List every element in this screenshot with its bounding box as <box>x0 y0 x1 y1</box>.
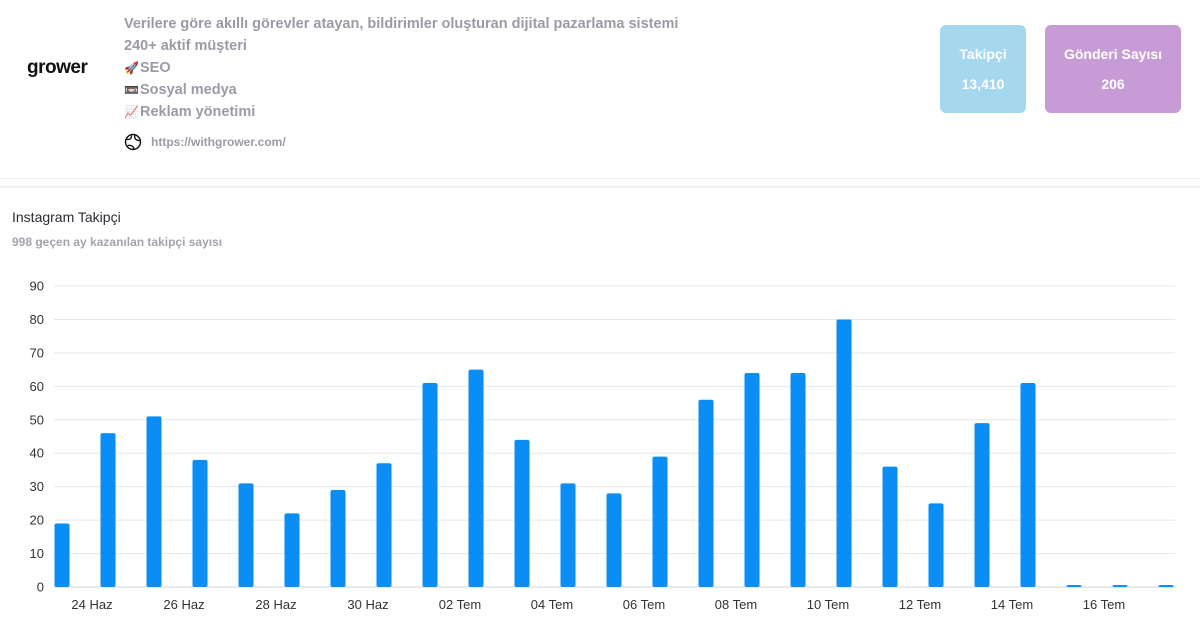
bar-01-tem[interactable] <box>422 382 438 587</box>
bar-04-tem[interactable] <box>560 483 576 587</box>
bar-07-tem[interactable] <box>698 399 714 587</box>
x-tick-label: 24 Haz <box>71 597 112 612</box>
followers-bar-chart: 0 10 20 30 40 50 60 70 80 90 24 Haz 26 Haz 28 Haz 30 … <box>30 279 1175 612</box>
website-row: https://withgrower.com/ <box>124 133 286 151</box>
posts-card: Gönderi Sayısı 206 <box>1045 25 1181 113</box>
service-item-ads: 📈Reklam yönetimi <box>124 101 678 123</box>
bar-26-haz[interactable] <box>192 459 208 587</box>
bar-16-tem[interactable] <box>1112 585 1128 587</box>
x-tick-label: 26 Haz <box>163 597 204 612</box>
bar-13-tem[interactable] <box>974 423 990 587</box>
x-tick-label: 08 Tem <box>715 597 757 612</box>
posts-label: Gönderi Sayısı <box>1063 46 1163 62</box>
posts-value: 206 <box>1101 76 1125 92</box>
company-logo: grower <box>27 57 88 78</box>
y-tick-label: 20 <box>30 513 44 528</box>
x-tick-label: 28 Haz <box>255 597 296 612</box>
followers-value: 13,410 <box>961 76 1005 92</box>
customer-count: 240+ aktif müşteri <box>124 38 247 54</box>
bar-30-haz[interactable] <box>376 463 392 587</box>
x-tick-label: 02 Tem <box>439 597 481 612</box>
bar-09-tem[interactable] <box>790 372 806 587</box>
y-tick-label: 10 <box>30 546 44 561</box>
y-tick-label: 40 <box>30 446 44 461</box>
y-tick-label: 90 <box>30 279 44 294</box>
y-tick-label: 30 <box>30 479 44 494</box>
x-tick-label: 16 Tem <box>1083 597 1125 612</box>
bar-12-tem[interactable] <box>928 503 944 587</box>
service-item-social: 📼Sosyal medya <box>124 79 678 101</box>
y-tick-label: 70 <box>30 345 44 360</box>
website-link[interactable]: https://withgrower.com/ <box>151 135 286 149</box>
followers-label: Takipçi <box>959 46 1007 62</box>
bar-03-tem[interactable] <box>514 439 530 587</box>
bar-15-tem[interactable] <box>1066 585 1082 587</box>
x-tick-label: 12 Tem <box>899 597 941 612</box>
company-description-block: Verilere göre akıllı görevler atayan, bi… <box>124 13 678 123</box>
bar-14-tem[interactable] <box>1020 382 1036 587</box>
x-tick-label: 30 Haz <box>347 597 388 612</box>
bar-06-tem[interactable] <box>652 456 668 587</box>
bar-29-haz[interactable] <box>330 490 346 587</box>
chart-title: Instagram Takipçi <box>12 209 121 225</box>
company-header: grower Verilere göre akıllı görevler ata… <box>0 0 1200 179</box>
y-tick-label: 60 <box>30 379 44 394</box>
company-description: Verilere göre akıllı görevler atayan, bi… <box>124 16 679 32</box>
service-item-seo: 🚀SEO <box>124 57 678 79</box>
section-divider <box>0 186 1200 188</box>
bar-02-tem[interactable] <box>468 369 484 587</box>
y-tick-label: 0 <box>37 580 44 595</box>
rocket-icon: 🚀 <box>124 61 139 75</box>
globe-icon <box>124 133 142 151</box>
y-tick-label: 80 <box>30 312 44 327</box>
videotape-icon: 📼 <box>124 83 139 97</box>
bar-11-tem[interactable] <box>882 466 898 587</box>
chart-increasing-icon: 📈 <box>124 105 139 119</box>
x-tick-label: 04 Tem <box>531 597 573 612</box>
x-tick-label: 06 Tem <box>623 597 665 612</box>
bar-23-haz[interactable] <box>54 523 70 587</box>
bar-27-haz[interactable] <box>238 483 254 587</box>
x-tick-label: 14 Tem <box>991 597 1033 612</box>
bar-08-tem[interactable] <box>744 372 760 587</box>
followers-card: Takipçi 13,410 <box>940 25 1026 113</box>
bar-25-haz[interactable] <box>146 416 162 587</box>
bar-28-haz[interactable] <box>284 513 300 587</box>
y-tick-label: 50 <box>30 412 44 427</box>
bar-05-tem[interactable] <box>606 493 622 587</box>
x-tick-label: 10 Tem <box>807 597 849 612</box>
chart-subtitle: 998 geçen ay kazanılan takipçi sayısı <box>12 235 223 249</box>
bar-17-tem[interactable] <box>1158 585 1174 587</box>
bar-10-tem[interactable] <box>836 319 852 587</box>
bar-24-haz[interactable] <box>100 433 116 587</box>
